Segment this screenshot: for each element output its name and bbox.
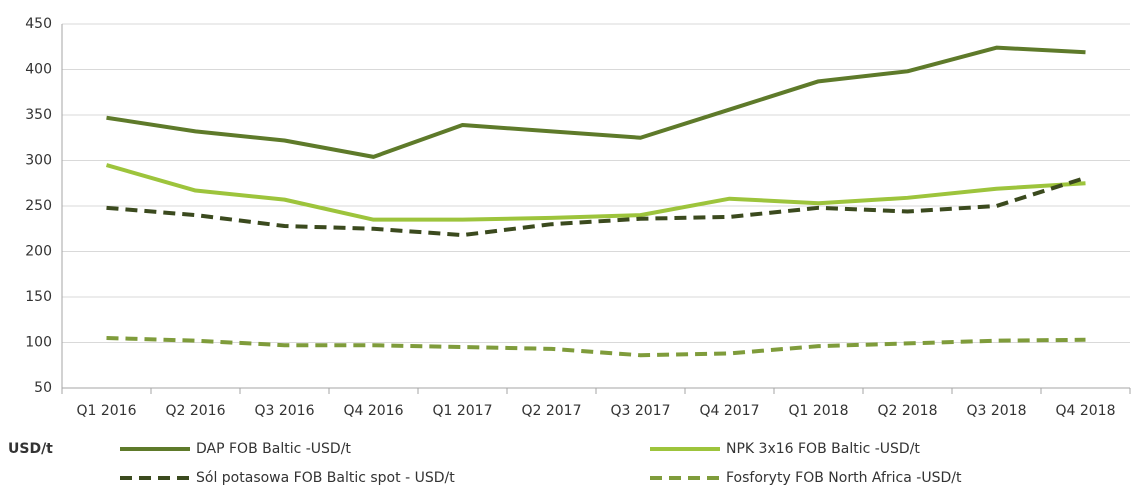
y-tick-label: 250	[25, 198, 52, 214]
x-tick-label: Q1 2017	[432, 403, 492, 419]
y-tick-label: 150	[25, 289, 52, 305]
y-tick-label: 50	[34, 380, 52, 396]
x-tick-label: Q3 2016	[254, 403, 314, 419]
y-tick-label: 300	[25, 153, 52, 169]
legend-label: DAP FOB Baltic -USD/t	[196, 441, 351, 457]
x-tick-label: Q2 2017	[521, 403, 581, 419]
series-line	[106, 335, 1086, 358]
legend-label: NPK 3x16 FOB Baltic -USD/t	[726, 441, 920, 457]
y-tick-label: 450	[25, 16, 52, 32]
x-tick-label: Q3 2018	[966, 403, 1026, 419]
x-tick-label: Q4 2016	[343, 403, 403, 419]
series-line	[106, 175, 1087, 238]
y-tick-label: 200	[25, 244, 52, 260]
x-tick-label: Q2 2018	[877, 403, 937, 419]
x-tick-label: Q4 2017	[699, 403, 759, 419]
y-tick-label: 100	[25, 335, 52, 351]
y-tick-label: 350	[25, 107, 52, 123]
x-tick-label: Q2 2016	[165, 403, 225, 419]
series-line	[105, 163, 1086, 222]
x-tick-label: Q4 2018	[1055, 403, 1115, 419]
legend-label: Sól potasowa FOB Baltic spot - USD/t	[196, 470, 455, 486]
x-tick-label: Q1 2018	[788, 403, 848, 419]
legend-label: Fosforyty FOB North Africa -USD/t	[726, 470, 962, 486]
series-line	[106, 45, 1086, 159]
x-tick-label: Q1 2016	[76, 403, 136, 419]
y-axis-label: USD/t	[8, 441, 53, 457]
x-tick-label: Q3 2017	[610, 403, 670, 419]
y-tick-label: 400	[25, 62, 52, 78]
